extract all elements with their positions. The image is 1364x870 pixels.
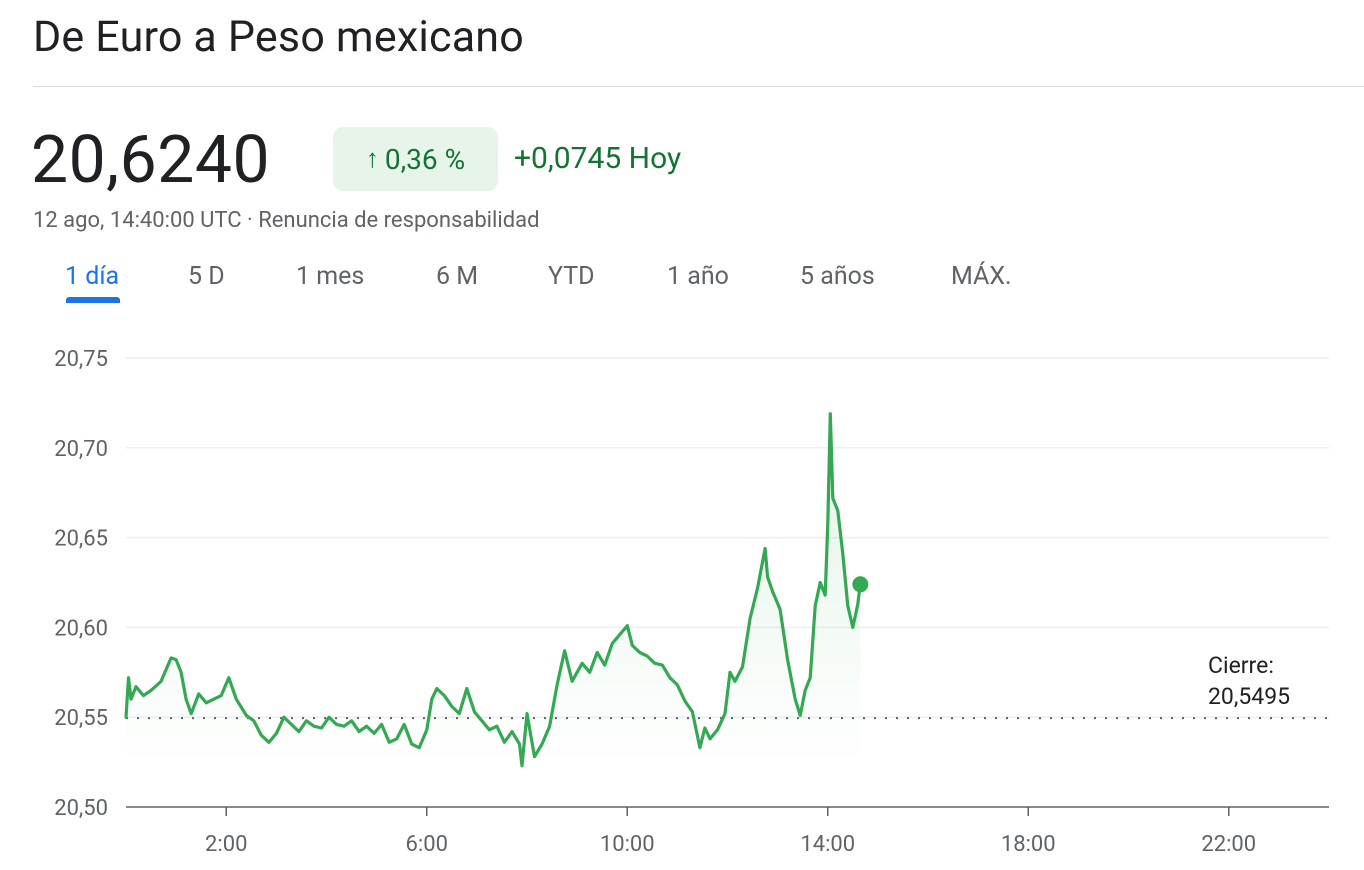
price-area-fill [126,413,861,767]
previous-close-value: 20,5495 [1208,683,1290,710]
timestamp-disclaimer: 12 ago, 14:40:00 UTC · Renuncia de respo… [33,208,540,233]
x-tick-label: 6:00 [406,832,448,857]
y-tick-label: 20,60 [54,616,108,641]
current-price: 20,6240 [31,122,271,199]
price-line-chart: 20,50 20,55 20,60 20,65 20,70 20,75 2:00 6:00 1… [54,347,1329,857]
x-tick-label: 14:00 [800,832,855,857]
x-tick-label: 18:00 [1001,832,1056,857]
change-percent-badge: ↑ 0,36 % [333,127,498,191]
page-title: De Euro a Peso mexicano [33,12,524,62]
previous-close-label: Cierre: [1208,652,1274,679]
y-tick-label: 20,50 [54,796,108,821]
current-price-dot [852,576,869,593]
tab-max[interactable]: MÁX. [951,262,1012,291]
x-tick-label: 10:00 [600,832,655,857]
tab-5-days[interactable]: 5 D [188,262,225,291]
price-series-line [124,412,862,768]
y-tick-label: 20,75 [54,347,108,372]
tab-6-months[interactable]: 6 M [436,262,479,291]
x-tick-label: 2:00 [205,832,247,857]
tab-1-month[interactable]: 1 mes [296,262,365,291]
y-tick-label: 20,70 [54,437,108,462]
y-tick-label: 20,65 [54,527,108,552]
tab-5-years[interactable]: 5 años [800,262,875,291]
change-absolute: +0,0745 Hoy [514,141,682,176]
x-tick-label: 22:00 [1201,832,1256,857]
header-divider [33,86,1364,87]
active-tab-indicator [66,297,120,303]
tab-ytd[interactable]: YTD [548,262,595,291]
change-percent-value: 0,36 % [384,142,466,176]
y-tick-label: 20,55 [54,706,108,731]
arrow-up-icon: ↑ [365,144,379,174]
tab-1-day[interactable]: 1 día [65,262,120,291]
tab-1-year[interactable]: 1 año [667,262,729,291]
